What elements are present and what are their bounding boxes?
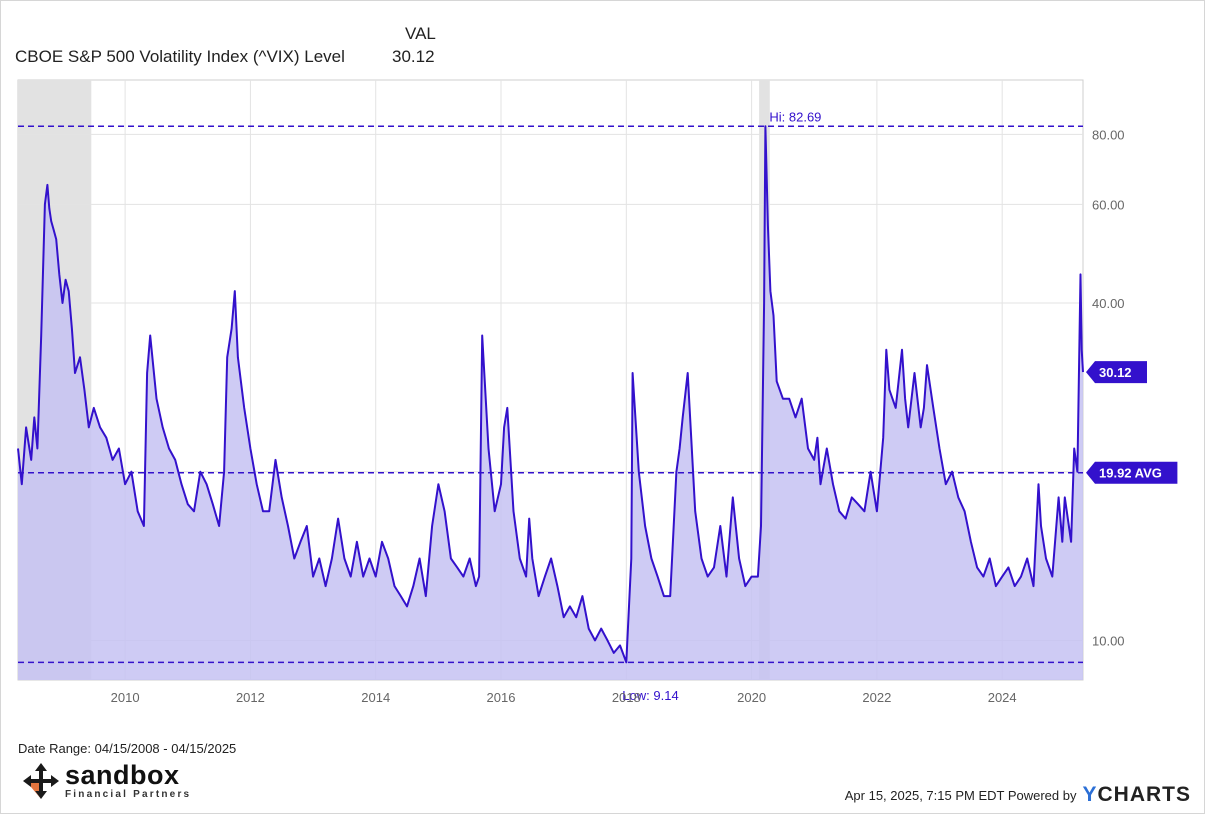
date-range-label: Date Range: 04/15/2008 - 04/15/2025 [18, 741, 237, 756]
legend-series-value: 30.12 [392, 47, 435, 66]
low-label: Low: 9.14 [622, 688, 678, 703]
legend-series-name[interactable]: CBOE S&P 500 Volatility Index (^VIX) Lev… [15, 47, 345, 66]
vix-area [18, 126, 1083, 681]
y-tick-label: 40.00 [1092, 296, 1125, 311]
ycharts-logo[interactable]: YCHARTS [1082, 783, 1191, 806]
logo-wordmark: sandbox [65, 760, 180, 790]
compass-arrows-icon [23, 763, 59, 799]
x-tick-label: 2012 [236, 690, 265, 705]
legend-column-header: VAL [405, 24, 436, 43]
timestamp-label: Apr 15, 2025, 7:15 PM EDT Powered by [844, 787, 1077, 803]
x-tick-label: 2020 [737, 690, 766, 705]
sandbox-logo[interactable]: sandbox Financial Partners [22, 760, 202, 804]
x-tick-label: 2022 [862, 690, 891, 705]
vix-line[interactable] [17, 125, 1084, 664]
x-tick-label: 2018 [612, 690, 641, 705]
y-tick-label: 60.00 [1092, 197, 1125, 212]
x-tick-label: 2014 [361, 690, 390, 705]
average-flag-text: 19.92 AVG [1099, 466, 1162, 481]
y-tick-label: 80.00 [1092, 127, 1125, 142]
y-tick-label: 10.00 [1092, 633, 1125, 648]
logo-subtitle: Financial Partners [65, 789, 192, 800]
last-value-flag-text: 30.12 [1099, 365, 1132, 380]
average-flag-marker [1086, 461, 1178, 484]
x-tick-label: 2024 [988, 690, 1017, 705]
last-value-flag-marker [1086, 361, 1147, 384]
footer-credit: Apr 15, 2025, 7:15 PM EDT Powered by YCH… [845, 783, 1191, 807]
high-label: Hi: 82.69 [769, 109, 821, 124]
x-tick-label: 2016 [487, 690, 516, 705]
x-tick-label: 2010 [111, 690, 140, 705]
